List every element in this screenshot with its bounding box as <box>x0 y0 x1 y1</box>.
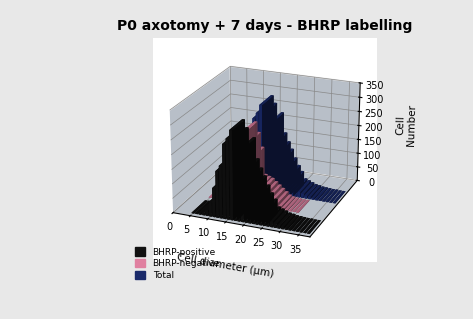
Title: P0 axotomy + 7 days - BHRP labelling: P0 axotomy + 7 days - BHRP labelling <box>117 19 412 33</box>
X-axis label: Cell diameter (μm): Cell diameter (μm) <box>176 252 275 279</box>
Legend: BHRP-positive, BHRP-negative, Total: BHRP-positive, BHRP-negative, Total <box>131 244 224 284</box>
